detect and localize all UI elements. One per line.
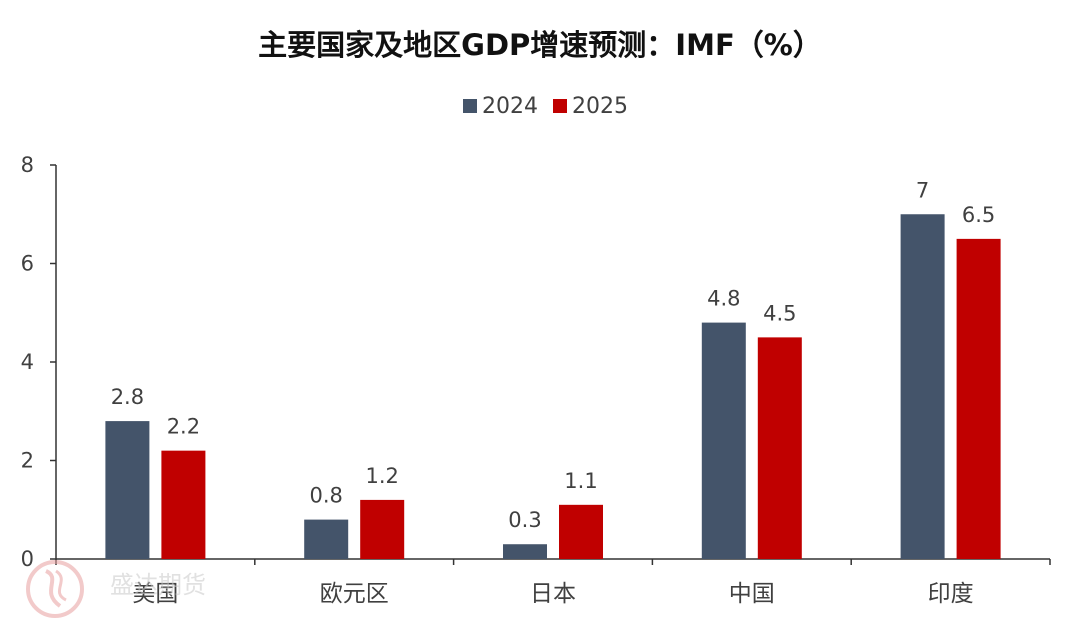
watermark: 盛达期货 — [26, 560, 206, 618]
bar-2025 — [559, 504, 603, 559]
data-label: 2.2 — [167, 415, 200, 439]
legend-label-2025: 2025 — [572, 94, 628, 119]
bars — [105, 214, 1001, 559]
y-tick-label: 2 — [21, 449, 34, 473]
data-label: 0.3 — [508, 508, 541, 532]
data-label: 0.8 — [309, 484, 342, 508]
data-labels: 2.8 2.2 0.8 1.2 0.3 1.1 4.8 4.5 7 6.5 — [111, 178, 996, 532]
bar-2024 — [900, 214, 945, 559]
data-label: 2.8 — [111, 385, 144, 409]
bar-2025 — [360, 499, 405, 559]
y-axis: 0 2 4 6 8 — [21, 153, 57, 571]
chart-title: 主要国家及地区GDP增速预测：IMF（%） — [258, 28, 822, 62]
y-tick-label: 8 — [21, 153, 34, 177]
bar-2024 — [105, 421, 150, 559]
bar-2025 — [757, 337, 802, 559]
legend: 2024 2025 — [463, 94, 628, 119]
x-tick-label: 印度 — [928, 581, 974, 607]
bar-2024 — [503, 544, 547, 559]
x-axis: 美国 欧元区 日本 中国 印度 — [55, 558, 1051, 607]
y-tick-label: 0 — [21, 547, 34, 571]
data-label: 4.8 — [707, 287, 740, 311]
bar-2025 — [161, 450, 206, 559]
legend-swatch-2025 — [553, 99, 567, 113]
company-logo-icon — [26, 560, 84, 618]
legend-swatch-2024 — [463, 99, 477, 113]
data-label: 7 — [916, 178, 929, 202]
x-tick-label: 美国 — [132, 581, 178, 607]
y-tick-label: 6 — [21, 252, 34, 276]
bar-2024 — [701, 322, 746, 559]
data-label: 1.1 — [564, 469, 597, 493]
bar-2025 — [956, 238, 1001, 559]
x-tick-label: 中国 — [729, 581, 775, 607]
legend-label-2024: 2024 — [482, 94, 538, 119]
bar-2024 — [304, 519, 349, 559]
data-label: 4.5 — [763, 301, 796, 325]
y-tick-label: 4 — [21, 350, 34, 374]
watermark-text: 盛达期货 — [110, 571, 206, 599]
data-label: 1.2 — [365, 464, 398, 488]
x-tick-label: 日本 — [530, 581, 576, 607]
data-label: 6.5 — [962, 203, 995, 227]
x-tick-label: 欧元区 — [320, 581, 389, 607]
